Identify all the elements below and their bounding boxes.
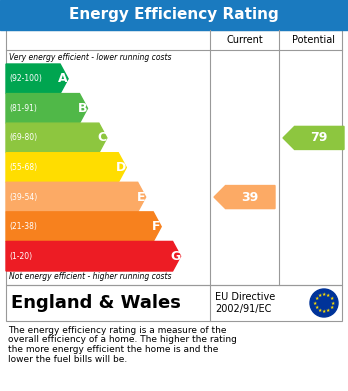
Text: A: A — [58, 72, 68, 85]
Text: F: F — [152, 220, 160, 233]
Text: (1-20): (1-20) — [9, 252, 32, 261]
Text: ★: ★ — [329, 296, 334, 301]
Bar — [6, 30, 342, 285]
Text: ★: ★ — [326, 293, 331, 298]
Text: ★: ★ — [317, 293, 322, 298]
Text: 39: 39 — [241, 190, 258, 204]
Text: (21-38): (21-38) — [9, 222, 37, 231]
Polygon shape — [6, 182, 146, 212]
Text: ★: ★ — [317, 308, 322, 313]
Text: England & Wales: England & Wales — [11, 294, 181, 312]
Polygon shape — [6, 153, 126, 182]
Circle shape — [310, 289, 338, 317]
Text: ★: ★ — [331, 301, 335, 305]
Text: 2002/91/EC: 2002/91/EC — [215, 304, 271, 314]
Text: D: D — [116, 161, 126, 174]
Polygon shape — [6, 123, 107, 153]
Text: ★: ★ — [322, 292, 326, 297]
Polygon shape — [214, 186, 275, 209]
Text: ★: ★ — [313, 301, 317, 305]
Text: Not energy efficient - higher running costs: Not energy efficient - higher running co… — [9, 272, 172, 281]
Text: Very energy efficient - lower running costs: Very energy efficient - lower running co… — [9, 53, 172, 62]
Text: Current: Current — [226, 35, 263, 45]
Text: (39-54): (39-54) — [9, 193, 37, 202]
Bar — [6, 285, 342, 321]
Text: Energy Efficiency Rating: Energy Efficiency Rating — [69, 7, 279, 23]
Text: (69-80): (69-80) — [9, 133, 37, 142]
Text: ★: ★ — [322, 309, 326, 314]
Text: E: E — [136, 190, 145, 204]
Text: EU Directive: EU Directive — [215, 292, 275, 302]
Polygon shape — [283, 126, 344, 149]
Text: (92-100): (92-100) — [9, 74, 42, 83]
Polygon shape — [6, 64, 68, 93]
Polygon shape — [6, 212, 161, 241]
Text: ★: ★ — [326, 308, 331, 313]
Text: 79: 79 — [310, 131, 327, 144]
Bar — [0, 0, 348, 30]
Text: Potential: Potential — [292, 35, 335, 45]
Polygon shape — [6, 93, 87, 123]
Text: B: B — [78, 102, 87, 115]
Text: G: G — [171, 250, 181, 263]
Text: (81-91): (81-91) — [9, 104, 37, 113]
Text: lower the fuel bills will be.: lower the fuel bills will be. — [8, 355, 127, 364]
Text: the more energy efficient the home is and the: the more energy efficient the home is an… — [8, 345, 219, 354]
Text: ★: ★ — [329, 305, 334, 310]
Text: (55-68): (55-68) — [9, 163, 37, 172]
Polygon shape — [6, 241, 181, 271]
Text: The energy efficiency rating is a measure of the: The energy efficiency rating is a measur… — [8, 326, 227, 335]
Text: ★: ★ — [314, 296, 319, 301]
Text: overall efficiency of a home. The higher the rating: overall efficiency of a home. The higher… — [8, 335, 237, 344]
Text: ★: ★ — [314, 305, 319, 310]
Text: C: C — [97, 131, 106, 144]
